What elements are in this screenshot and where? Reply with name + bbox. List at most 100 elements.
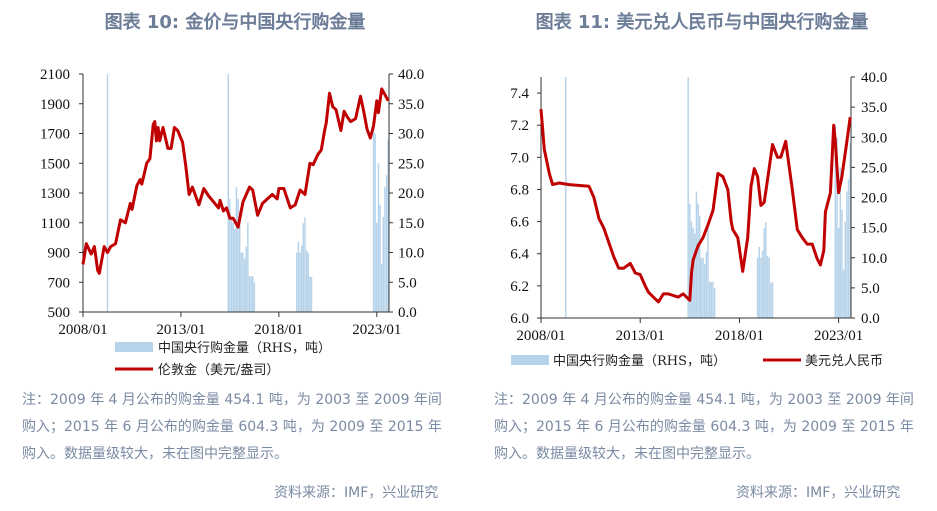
right-tick-label: 25.0: [861, 160, 887, 176]
right-tick-label: 40.0: [398, 67, 424, 83]
purchase-bar: [837, 227, 840, 318]
chart-title-usdcny: 图表 11: 美元兑人民币与中国央行购金量: [535, 12, 869, 33]
legend-line-label: 伦敦金（美元/盎司）: [158, 362, 279, 378]
right-tick-label: 35.0: [398, 97, 424, 113]
right-tick-label: 0.0: [861, 311, 880, 327]
source-left: 资料来源：IMF，兴业研究: [274, 485, 439, 501]
legend-bar-swatch: [115, 342, 153, 352]
right-tick-label: 30.0: [398, 127, 424, 143]
purchase-bar: [692, 227, 694, 318]
usdcny-chart: 6.0 6.2 6.4 6.6 6.8 7.0 7.2 7.4 0.0 5.0 10.0 15.0 20…: [510, 70, 887, 369]
purchase-bar: [245, 246, 247, 312]
note-line: 购入。数据量级较大，未在图中完整显示。: [494, 446, 760, 462]
purchase-bar: [834, 125, 837, 318]
purchase-bar: [712, 281, 714, 318]
left-tick-label: 2100: [40, 67, 70, 83]
left-tick-label: 1500: [40, 156, 70, 172]
purchase-bar: [756, 257, 759, 318]
purchase-bar: [300, 245, 303, 312]
x-tick-label: 2023/01: [352, 322, 401, 338]
purchase-bar: [372, 121, 375, 312]
left-tick-label: 900: [48, 246, 71, 262]
x-tick-label: 2008/01: [516, 328, 565, 344]
purchase-bar: [305, 250, 308, 312]
right-tick-label: 40.0: [861, 70, 887, 86]
purchase-bar: [842, 269, 845, 318]
purchase-bar: [297, 241, 300, 312]
legend-bar-label: 中国央行购金量（RHS，吨）: [158, 340, 331, 356]
purchase-bar: [387, 139, 389, 312]
left-tick-label: 700: [48, 275, 71, 291]
purchase-bar: [243, 258, 246, 312]
left-tick-label: 7.4: [510, 86, 529, 102]
purchase-bar: [299, 252, 301, 312]
note-line: 注：2009 年 4 月公布的购金量 454.1 吨，为 2003 至 2009…: [22, 392, 442, 408]
purchase-bar: [240, 252, 243, 312]
right-tick-label: 20.0: [861, 191, 887, 207]
legend-bar-swatch: [511, 355, 549, 365]
purchase-bar: [770, 282, 772, 318]
legend-bar-label: 中国央行购金量（RHS，吨）: [553, 353, 726, 369]
purchase-bar: [106, 74, 109, 312]
price-line: [81, 87, 390, 275]
purchase-bar: [302, 223, 305, 312]
purchase-bar: [230, 216, 233, 312]
purchase-bar: [844, 221, 846, 318]
right-tick-label: 10.0: [861, 251, 887, 267]
note-left: 注：2009 年 4 月公布的购金量 454.1 吨，为 2003 至 2009…: [22, 387, 462, 468]
right-tick-label: 0.0: [398, 305, 417, 321]
purchase-bar: [710, 281, 713, 318]
right-tick-label: 15.0: [398, 216, 424, 232]
left-tick-label: 6.0: [510, 311, 529, 327]
purchase-bar: [237, 198, 239, 312]
gold-chart: 500 700 900 1100 1300 1500 1700 1900 2100 0.0 5.0 1…: [40, 67, 424, 378]
purchase-bar: [385, 175, 388, 312]
purchase-bar: [768, 258, 770, 318]
purchase-bar: [849, 143, 851, 318]
purchase-bar: [309, 276, 311, 312]
x-tick-label: 2013/01: [616, 328, 665, 344]
right-tick-label: 20.0: [398, 186, 424, 202]
purchase-bar: [304, 217, 306, 312]
purchase-bar: [247, 222, 249, 312]
purchase-bar: [836, 137, 838, 318]
right-tick-label: 10.0: [398, 246, 424, 262]
x-tick-label: 2018/01: [715, 328, 764, 344]
right-tick-label: 15.0: [861, 221, 887, 237]
purchase-bar: [379, 204, 381, 312]
purchase-bar: [248, 276, 251, 312]
purchase-bar: [250, 276, 252, 312]
right-tick-label: 35.0: [861, 100, 887, 116]
purchase-bar: [689, 203, 691, 318]
purchase-bar: [374, 133, 376, 312]
x-tick-label: 2013/01: [156, 322, 205, 338]
purchase-bar: [713, 287, 716, 318]
purchase-bar: [377, 163, 380, 312]
purchase-bar: [380, 264, 383, 312]
purchase-bar: [232, 222, 234, 312]
left-tick-label: 6.8: [510, 182, 529, 198]
purchase-bar: [694, 233, 696, 318]
purchase-bar: [841, 209, 843, 318]
purchase-bar: [238, 210, 241, 312]
purchase-bar: [235, 187, 238, 312]
purchase-bar: [702, 257, 704, 318]
left-tick-label: 6.4: [510, 247, 529, 263]
right-tick-label: 25.0: [398, 156, 424, 172]
purchase-bar: [697, 203, 699, 318]
x-tick-label: 2023/01: [814, 328, 863, 344]
purchase-bar: [698, 215, 701, 318]
legend-line-label: 美元兑人民币: [805, 354, 883, 369]
x-tick-label: 2018/01: [254, 322, 303, 338]
purchase-bar: [763, 228, 765, 318]
left-tick-label: 6.2: [510, 279, 529, 295]
right-tick-label: 5.0: [861, 281, 880, 297]
purchase-bar: [234, 228, 236, 312]
right-tick-label: 5.0: [398, 275, 417, 291]
purchase-bar: [761, 250, 764, 318]
purchase-bar: [760, 257, 762, 318]
note-line: 购入；2015 年 6 月公布的购金量 604.3 吨，为 2009 至 201…: [22, 419, 442, 435]
left-tick-label: 1300: [40, 186, 70, 202]
note-line: 注：2009 年 4 月公布的购金量 454.1 吨，为 2003 至 2009…: [494, 392, 914, 408]
note-right: 注：2009 年 4 月公布的购金量 454.1 吨，为 2003 至 2009…: [494, 387, 934, 468]
